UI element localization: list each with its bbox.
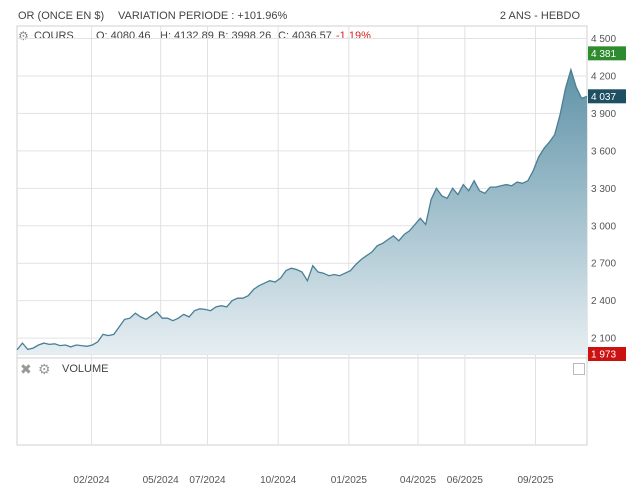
- change-value: -1.19%: [336, 30, 371, 42]
- x-axis: 02/2024 05/2024 07/2024 10/2024 01/2025 04/20…: [73, 475, 554, 486]
- period-selector[interactable]: 2 ANS - HEBDO: [499, 10, 580, 22]
- open-value: O: 4080.46: [96, 30, 151, 42]
- instrument-title: OR (ONCE EN $): [18, 10, 105, 22]
- x-tick-label: 02/2024: [73, 475, 110, 486]
- badge-low-label: 1 973: [591, 350, 616, 361]
- x-tick-label: 01/2025: [331, 475, 368, 486]
- low-value: B: 3998.26: [218, 30, 272, 42]
- x-tick-label: 10/2024: [260, 475, 297, 486]
- y-axis: 2 100 2 400 2 700 3 000 3 300 3 600 3 900 4 200…: [591, 34, 616, 345]
- series-label: COURS: [34, 30, 74, 42]
- x-tick-label: 04/2025: [400, 475, 437, 486]
- gear-icon[interactable]: ⚙: [18, 29, 29, 43]
- y-tick-label: 4 500: [591, 34, 616, 45]
- period-variation: VARIATION PERIODE : +101.96%: [118, 10, 288, 22]
- price-area: [17, 69, 587, 354]
- y-tick-label: 3 000: [591, 221, 616, 232]
- x-tick-label: 09/2025: [517, 475, 554, 486]
- y-tick-label: 2 400: [591, 296, 616, 307]
- price-badges: 4 381 4 037 1 973: [588, 46, 626, 361]
- badge-high: [588, 46, 626, 61]
- volume-checkbox[interactable]: [573, 363, 585, 375]
- gear-icon[interactable]: ⚙: [38, 361, 51, 377]
- y-tick-label: 2 100: [591, 334, 616, 345]
- y-tick-label: 3 600: [591, 146, 616, 157]
- volume-label: VOLUME: [62, 363, 109, 375]
- badge-low: [588, 347, 626, 361]
- y-tick-label: 3 900: [591, 109, 616, 120]
- price-line: [16, 67, 588, 351]
- close-value: C: 4036.57: [278, 30, 332, 42]
- x-tick-label: 07/2024: [189, 475, 226, 486]
- badge-high-label: 4 381: [591, 49, 616, 60]
- vertical-gridlines: [91, 26, 537, 445]
- chart-header: OR (ONCE EN $) VARIATION PERIODE : +101.…: [0, 0, 640, 26]
- x-tick-label: 06/2025: [447, 475, 484, 486]
- close-icon[interactable]: ✖: [20, 361, 32, 377]
- badge-last: [588, 89, 626, 104]
- x-tick-label: 05/2024: [143, 475, 180, 486]
- badge-last-label: 4 037: [591, 92, 616, 103]
- y-tick-label: 2 700: [591, 259, 616, 270]
- y-tick-label: 4 200: [591, 71, 616, 82]
- y-tick-label: 3 300: [591, 184, 616, 195]
- high-value: H: 4132.89: [160, 30, 214, 42]
